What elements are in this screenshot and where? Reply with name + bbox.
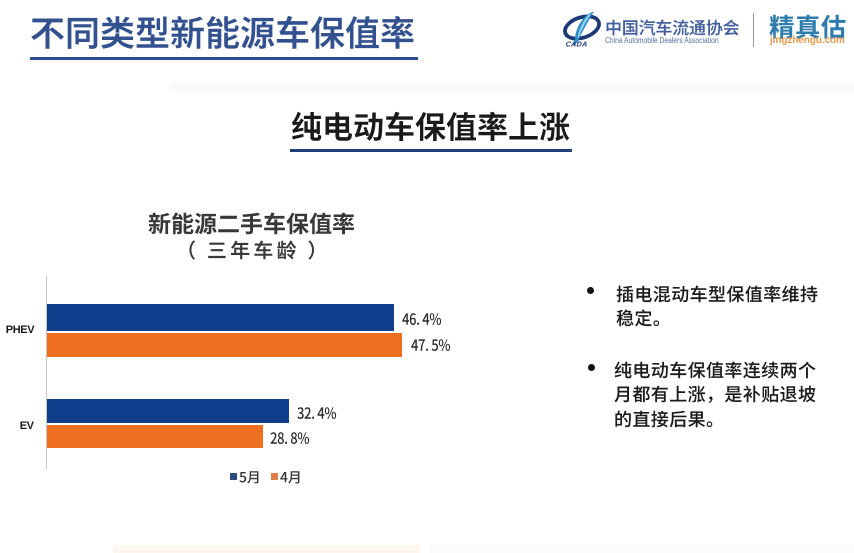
svg-text:CADA: CADA	[565, 40, 588, 49]
